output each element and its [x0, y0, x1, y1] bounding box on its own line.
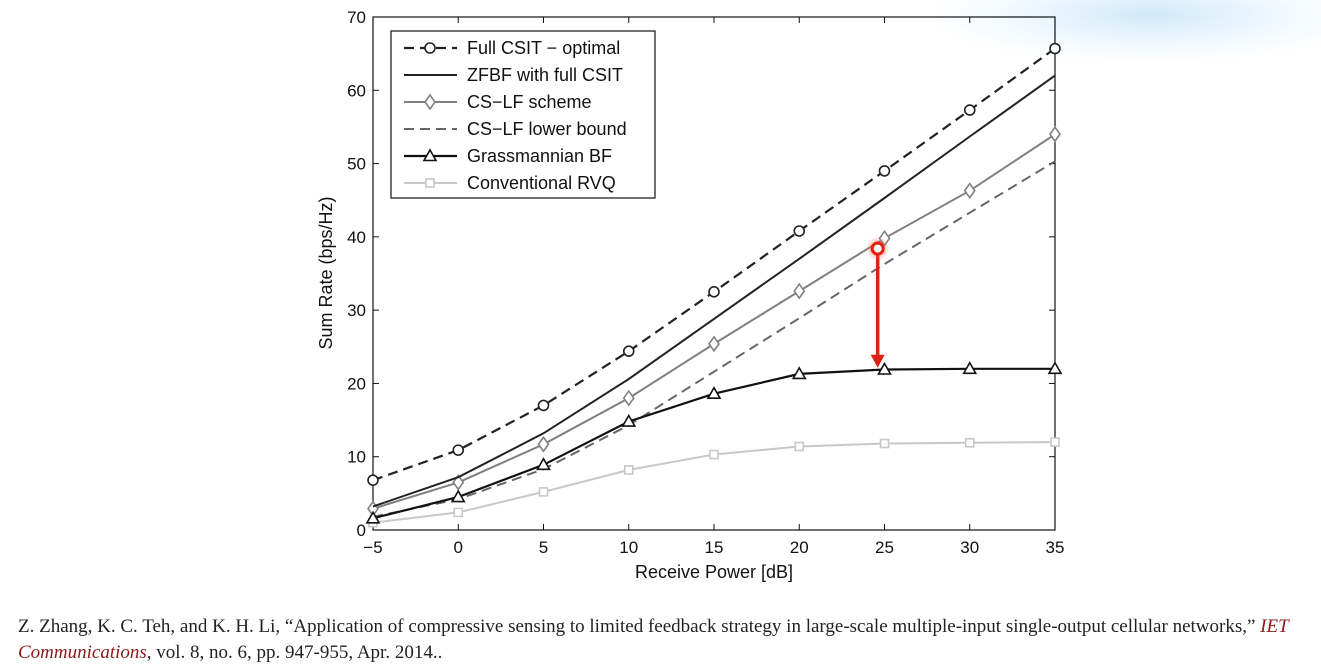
data-point [1050, 437, 1060, 447]
data-point [794, 441, 805, 452]
legend-item: Grassmannian BF [404, 146, 612, 166]
legend-item: CS−LF scheme [404, 92, 592, 112]
data-point [709, 449, 719, 460]
legend-label: Full CSIT − optimal [467, 38, 620, 58]
x-tick-label: 0 [454, 538, 463, 557]
data-point [963, 182, 976, 200]
legend-marker [425, 178, 435, 188]
data-point [365, 510, 381, 524]
x-tick-label: −5 [363, 538, 382, 557]
series-1 [372, 74, 1056, 508]
citation-details: , vol. 8, no. 6, pp. 947-955, Apr. 2014.… [146, 642, 443, 663]
y-axis-label: Sum Rate (bps/Hz) [316, 196, 336, 349]
x-tick-label: 30 [960, 538, 979, 557]
data-point [536, 457, 551, 471]
x-tick-label: 20 [790, 538, 809, 557]
data-point [963, 104, 976, 116]
x-axis-label: Receive Power [dB] [635, 562, 793, 582]
citation-authors: Z. Zhang, K. C. Teh, and K. H. Li, “Appl… [18, 616, 1256, 637]
legend-label: Conventional RVQ [467, 173, 616, 193]
x-tick-label: 15 [705, 538, 724, 557]
data-point [1047, 361, 1063, 375]
data-point [622, 389, 635, 407]
citation-venue: IET Communications [18, 616, 1289, 663]
x-tick-label: 35 [1046, 538, 1065, 557]
data-point [793, 282, 806, 300]
annotation-layer [865, 236, 890, 368]
series-line [372, 160, 1056, 518]
x-tick-label: 25 [875, 538, 894, 557]
legend-item: CS−LF lower bound [404, 119, 627, 139]
data-point [621, 413, 637, 427]
data-point [791, 366, 807, 380]
y-tick-label: 50 [347, 155, 366, 174]
legend-label: CS−LF scheme [467, 92, 592, 112]
data-point [708, 335, 720, 353]
data-point [877, 361, 892, 375]
series-4 [365, 361, 1063, 524]
legend-box [390, 30, 656, 199]
x-tick-label: 10 [619, 538, 638, 557]
data-point [452, 473, 465, 491]
data-point [537, 435, 550, 453]
data-point [1049, 125, 1061, 143]
data-point [962, 361, 978, 375]
data-point [879, 438, 890, 449]
y-tick-label: 60 [347, 81, 366, 100]
y-tick-label: 0 [357, 521, 366, 540]
data-point [450, 489, 466, 503]
citation: Z. Zhang, K. C. Teh, and K. H. Li, “Appl… [18, 614, 1308, 666]
data-point [623, 465, 634, 475]
legend-label: CS−LF lower bound [467, 119, 627, 139]
y-tick-label: 30 [347, 301, 366, 320]
legend-marker [424, 42, 436, 54]
data-point [622, 345, 635, 357]
data-point [537, 399, 550, 412]
legend-label: ZFBF with full CSIT [467, 65, 623, 85]
series-layer [365, 42, 1063, 528]
annotation-arrow-head [870, 354, 885, 368]
data-point [708, 286, 720, 298]
legend-label: Grassmannian BF [467, 146, 612, 166]
data-point [964, 437, 975, 448]
data-point [1049, 42, 1061, 55]
data-point [452, 444, 465, 456]
legend: Full CSIT − optimal ZFBF with full CSIT CS… [390, 30, 656, 199]
series-3 [372, 160, 1056, 518]
y-tick-label: 40 [347, 228, 366, 247]
annotation-dot [870, 241, 885, 256]
y-tick-label: 70 [347, 8, 366, 27]
legend-marker [422, 148, 438, 162]
legend-item: Conventional RVQ [404, 173, 616, 193]
data-point [706, 386, 722, 399]
data-point [453, 507, 464, 518]
legend-item: Full CSIT − optimal [404, 38, 620, 58]
data-point [538, 487, 549, 497]
data-point [367, 474, 379, 486]
legend-marker [424, 93, 436, 111]
y-tick-label: 20 [347, 374, 366, 393]
series-2 [367, 125, 1061, 518]
series-line [372, 74, 1056, 508]
x-tick-label: 5 [539, 538, 548, 557]
legend-item: ZFBF with full CSIT [404, 65, 623, 85]
y-tick-label: 10 [347, 448, 366, 467]
data-point [878, 165, 891, 177]
series-0 [367, 42, 1061, 486]
series-5 [368, 437, 1060, 528]
data-point [793, 225, 806, 237]
